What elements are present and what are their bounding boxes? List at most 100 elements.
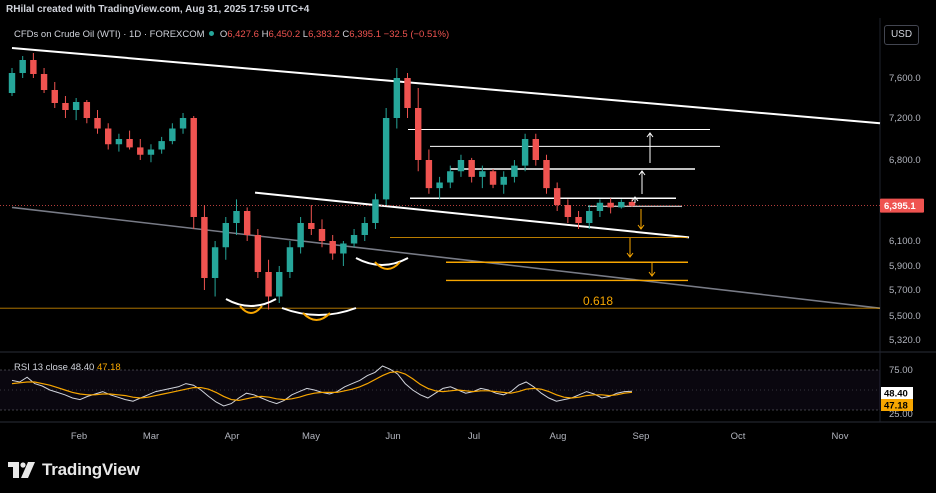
tradingview-logo-text: TradingView bbox=[42, 460, 140, 479]
candle-body bbox=[233, 211, 240, 223]
trendline-mid-descending bbox=[254, 191, 690, 239]
candle-body bbox=[211, 247, 219, 278]
candle-body bbox=[596, 202, 604, 211]
tradingview-logo[interactable]: TradingView bbox=[8, 459, 140, 481]
low-value: 6,383.2 bbox=[308, 29, 340, 40]
june-bottom-arc bbox=[355, 257, 409, 266]
candle-body bbox=[62, 103, 69, 110]
symbol-title[interactable]: CFDs on Crude Oil (WTI) · 1D · FOREXCOM bbox=[14, 29, 205, 40]
april-bottom-arc bbox=[225, 298, 277, 307]
candle-body bbox=[318, 229, 326, 241]
candle-body bbox=[115, 139, 123, 145]
candle-body bbox=[436, 182, 443, 189]
market-status-dot bbox=[209, 31, 215, 36]
last-price-tag: 6,395.1 bbox=[880, 198, 924, 213]
candle-body bbox=[382, 118, 390, 200]
time-tick-label: Apr bbox=[225, 431, 240, 442]
candle-body bbox=[30, 60, 37, 74]
candle-body bbox=[564, 205, 572, 217]
arrow-down-1 bbox=[637, 209, 645, 230]
rsi-value: 48.40 bbox=[70, 362, 95, 373]
high-value: 6,450.2 bbox=[268, 29, 301, 40]
arrow-down-1-head bbox=[637, 224, 645, 230]
candle-body bbox=[147, 149, 155, 155]
candle-body bbox=[479, 171, 486, 177]
candles-layer bbox=[8, 53, 636, 310]
time-tick-label: Aug bbox=[550, 431, 567, 442]
arrow-up-3 bbox=[631, 196, 639, 203]
candle-body bbox=[425, 160, 433, 189]
last-price-bg bbox=[880, 198, 924, 213]
price-tick-label: 7,600.0 bbox=[889, 73, 921, 84]
time-tick-label: Sep bbox=[633, 431, 650, 442]
symbol-info-row: CFDs on Crude Oil (WTI) · 1D · FOREXCOM … bbox=[14, 29, 449, 40]
price-tick-label: 6,100.0 bbox=[889, 236, 921, 247]
candle-body bbox=[372, 199, 379, 223]
candle-body bbox=[19, 60, 26, 73]
fib-label: 0.618 bbox=[583, 294, 613, 308]
rsi-ma-value: 47.18 bbox=[96, 362, 121, 373]
candle-body bbox=[40, 74, 48, 90]
arrow-up-1 bbox=[646, 132, 654, 163]
candle-body bbox=[628, 201, 636, 206]
open-key: O bbox=[219, 29, 228, 40]
candle-body bbox=[276, 272, 283, 297]
rsi-legend[interactable]: RSI 13 close 48.40 47.18 bbox=[14, 362, 121, 373]
arrow-up-1-head bbox=[646, 132, 654, 138]
open-value: 6,427.6 bbox=[227, 29, 259, 40]
time-tick-label: Oct bbox=[731, 431, 746, 442]
candle-body bbox=[83, 102, 91, 118]
rsi-title: RSI 13 close bbox=[14, 362, 68, 373]
candle-body bbox=[350, 235, 358, 244]
chart-credit: RHilal created with TradingView.com, Aug… bbox=[6, 4, 310, 15]
candle-body bbox=[543, 160, 550, 189]
candle-body bbox=[126, 139, 133, 148]
time-tick-label: Jul bbox=[468, 431, 480, 442]
candle-body bbox=[158, 141, 165, 150]
rsi-value-tag-text: 48.40 bbox=[884, 389, 908, 400]
candle-body bbox=[532, 139, 539, 160]
change-value: −32.5 (−0.51%) bbox=[383, 29, 450, 40]
price-tick-label: 6,800.0 bbox=[889, 155, 921, 166]
rsi-ma-line bbox=[11, 370, 633, 402]
candle-body bbox=[575, 217, 582, 223]
may-bottom-arc bbox=[281, 307, 357, 316]
rsi-ma-tag-bg bbox=[881, 399, 913, 411]
time-axis[interactable]: Feb Mar Apr May Jun Jul Aug Sep Oct Nov bbox=[71, 431, 849, 442]
arrow-up-2 bbox=[638, 170, 646, 194]
candle-body bbox=[72, 102, 80, 110]
candle-body bbox=[329, 241, 336, 254]
currency-button[interactable]: USD bbox=[884, 25, 919, 45]
arrow-down-2-head bbox=[626, 252, 634, 258]
drawing-layer[interactable]: 0.618 bbox=[0, 47, 881, 309]
arrow-down-3 bbox=[648, 263, 656, 277]
price-tick-label: 5,320.0 bbox=[889, 335, 921, 346]
candle-body bbox=[618, 201, 625, 208]
candle-body bbox=[190, 118, 197, 217]
candle-body bbox=[169, 128, 176, 142]
close-key: C bbox=[342, 29, 350, 40]
june-orange-arc bbox=[374, 261, 401, 270]
candle-body bbox=[521, 139, 529, 166]
rsi-value-tag-bg bbox=[881, 387, 913, 399]
candle-body bbox=[201, 217, 208, 278]
rsi-level-75: 75.00 bbox=[889, 365, 913, 376]
candle-body bbox=[179, 118, 187, 129]
rsi-level-25: 25.00 bbox=[889, 409, 913, 420]
tradingview-logo-icon bbox=[8, 462, 35, 478]
price-tick-label: 7,200.0 bbox=[889, 113, 921, 124]
trendline-lower-descending bbox=[11, 206, 881, 309]
candle-body bbox=[137, 147, 144, 155]
candle-body bbox=[51, 90, 58, 103]
time-tick-label: May bbox=[302, 431, 320, 442]
candle-body bbox=[265, 272, 272, 297]
candle-body bbox=[553, 188, 561, 205]
arrow-down-3-head bbox=[648, 271, 656, 277]
candle-body bbox=[286, 247, 294, 272]
time-tick-label: Feb bbox=[71, 431, 87, 442]
candle-body bbox=[447, 171, 454, 183]
rsi-value-tag: 48.40 bbox=[881, 387, 913, 400]
candle-body bbox=[511, 165, 518, 177]
